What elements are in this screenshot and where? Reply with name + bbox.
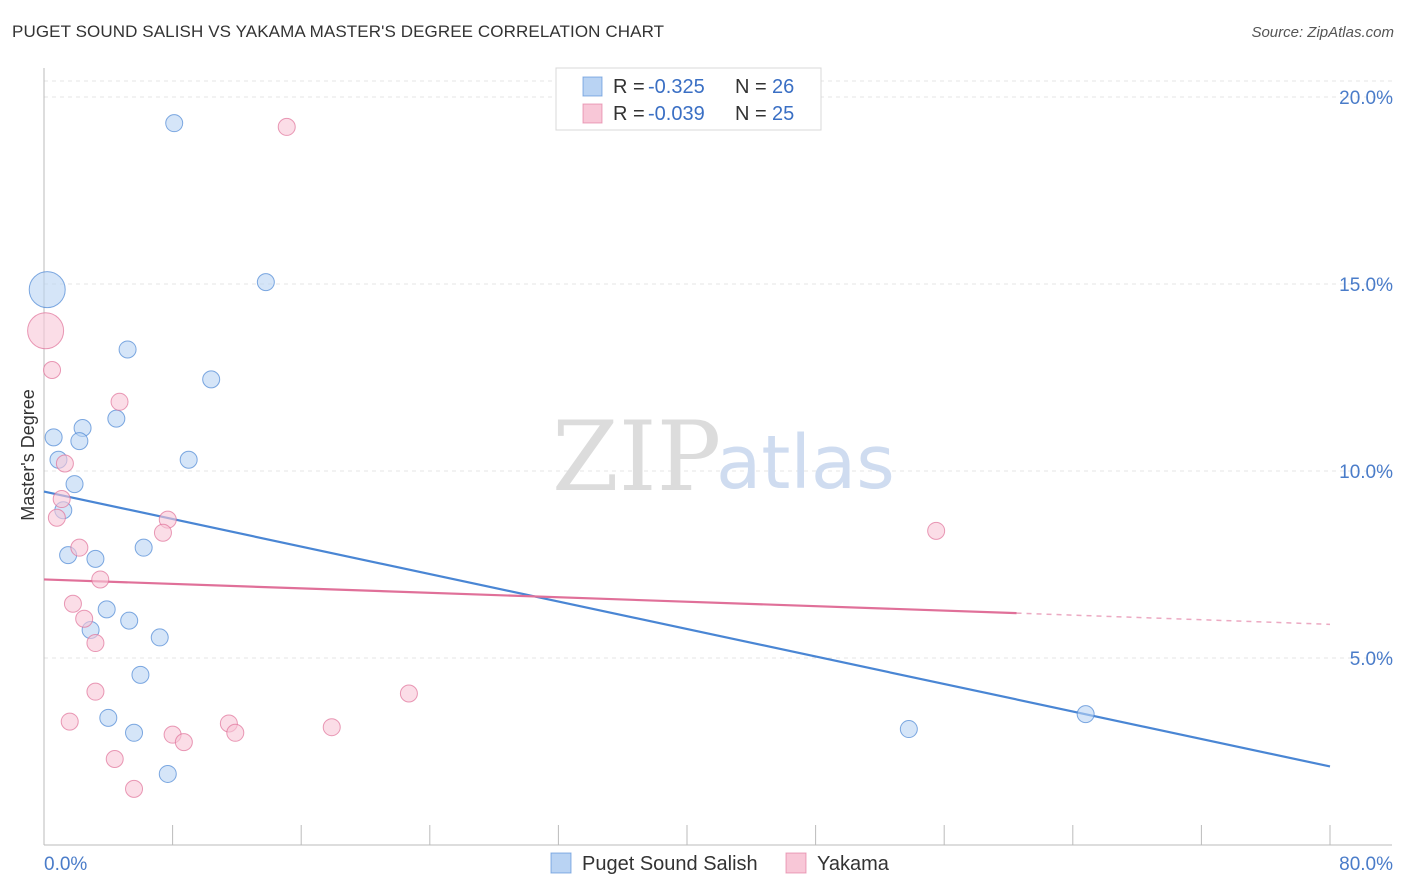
yakama-point <box>60 712 79 731</box>
legend-r-label: R = <box>613 76 645 98</box>
salish-point <box>899 720 918 739</box>
yakama-trend-line-dashed <box>1016 612 1331 626</box>
yakama-point <box>105 749 124 768</box>
legend-swatch <box>582 103 603 124</box>
salish-point <box>44 428 63 447</box>
yakama-point <box>75 609 94 628</box>
salish-point <box>125 723 144 742</box>
salish-point <box>134 538 153 557</box>
yakama-point <box>91 570 110 589</box>
salish-point <box>150 628 169 647</box>
salish-point <box>165 114 184 133</box>
yakama-point <box>47 508 66 527</box>
yakama-trend-line <box>43 578 1017 615</box>
yakama-point <box>125 779 144 798</box>
legend-n-label: N = <box>735 76 767 98</box>
legend-swatch <box>582 76 603 97</box>
y-axis-title: Master's Degree <box>18 389 38 520</box>
salish-point <box>28 271 66 309</box>
salish-point <box>202 370 221 389</box>
legend-r-label: R = <box>613 103 645 125</box>
salish-point <box>179 450 198 469</box>
salish-point <box>97 600 116 619</box>
watermark-atlas: atlas <box>716 420 895 506</box>
salish-point <box>86 549 105 568</box>
legend-bottom-label: Puget Sound Salish <box>582 853 758 875</box>
yakama-point <box>55 454 74 473</box>
points-layer <box>27 114 1095 798</box>
legend-bottom-swatch <box>785 852 807 874</box>
y-tick-label: 10.0% <box>1339 462 1393 483</box>
legend-n-label: N = <box>735 103 767 125</box>
grid-layer <box>44 80 1392 659</box>
legend-bottom-swatch <box>550 852 572 874</box>
salish-point <box>65 475 84 494</box>
yakama-point <box>277 117 296 136</box>
legend-r-value: -0.039 <box>648 103 705 125</box>
yakama-point <box>86 634 105 653</box>
legend-r-value: -0.325 <box>648 76 705 98</box>
trend-layer <box>43 490 1331 768</box>
y-tick-label: 15.0% <box>1339 275 1393 296</box>
yakama-point <box>86 682 105 701</box>
salish-point <box>118 340 137 359</box>
yakama-point <box>322 718 341 737</box>
yakama-point <box>43 361 62 380</box>
yakama-point <box>27 312 65 350</box>
watermark: ZIP atlas <box>552 401 895 513</box>
yakama-point <box>52 490 71 509</box>
yakama-point <box>110 392 129 411</box>
salish-point <box>1076 705 1095 724</box>
y-tick-label: 20.0% <box>1339 88 1393 109</box>
yakama-point <box>399 684 418 703</box>
chart-title: PUGET SOUND SALISH VS YAKAMA MASTER'S DE… <box>12 22 665 41</box>
legend-n-value: 25 <box>772 103 794 125</box>
legend-top: R = -0.325 N = 26 R = -0.039 N = 25 <box>555 67 822 131</box>
salish-point <box>70 432 89 451</box>
yakama-point <box>226 723 245 742</box>
salish-point <box>158 764 177 783</box>
yakama-point <box>63 594 82 613</box>
legend-bottom-label: Yakama <box>817 853 890 875</box>
chart-source: Source: ZipAtlas.com <box>1251 24 1394 41</box>
salish-trend-line <box>43 490 1331 768</box>
watermark-zip: ZIP <box>552 401 721 513</box>
salish-point <box>120 611 139 630</box>
salish-point <box>107 409 126 428</box>
x-tick-label: 80.0% <box>1339 854 1393 875</box>
yakama-point <box>174 733 193 752</box>
salish-point <box>99 708 118 727</box>
yakama-point <box>153 523 172 542</box>
x-tick-label: 0.0% <box>44 854 87 875</box>
axis-layer: 5.0% 10.0% 15.0% 20.0% 0.0% 80.0% <box>43 68 1393 875</box>
y-tick-label: 5.0% <box>1350 649 1393 670</box>
legend-bottom: Puget Sound Salish Yakama <box>550 852 890 875</box>
salish-point <box>131 665 150 684</box>
yakama-point <box>70 538 89 557</box>
legend-n-value: 26 <box>772 76 794 98</box>
salish-point <box>256 273 275 292</box>
yakama-point <box>927 521 946 540</box>
